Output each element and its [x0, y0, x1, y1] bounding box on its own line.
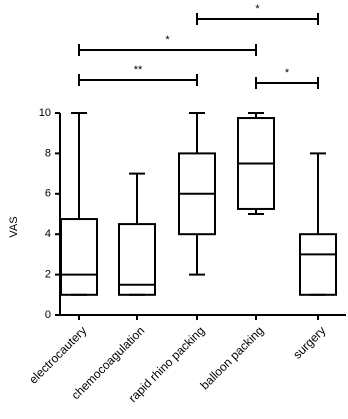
significance-label: *	[255, 3, 260, 15]
x-tick-label: electrocautery	[26, 323, 89, 386]
y-axis-label: VAS	[8, 216, 20, 237]
significance-bracket	[196, 13, 319, 25]
y-tick-label: 0	[45, 309, 51, 321]
y-tick-label: 4	[45, 228, 51, 240]
y-tick-label: 2	[45, 269, 51, 281]
significance-label: **	[134, 64, 143, 76]
significance-bracket	[78, 44, 257, 56]
box	[299, 233, 337, 296]
significance-bracket	[255, 77, 319, 89]
x-tick-label: surgery	[290, 323, 328, 361]
significance-bracket	[78, 74, 198, 86]
y-tick-label: 6	[45, 188, 51, 200]
y-tick-label: 10	[39, 107, 51, 119]
significance-label: *	[165, 34, 170, 46]
box	[60, 218, 98, 296]
box	[118, 223, 156, 296]
y-tick-label: 8	[45, 147, 51, 159]
significance-label: *	[285, 67, 290, 79]
x-tick-label: balloon packing	[197, 323, 266, 392]
